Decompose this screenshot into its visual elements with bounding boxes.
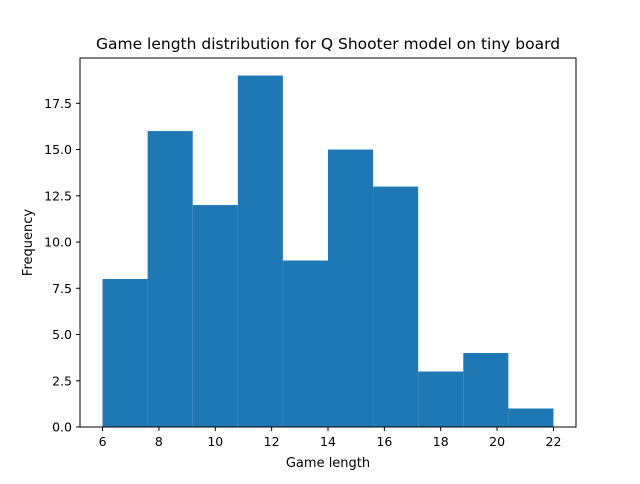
histogram-bar-9 (463, 353, 509, 427)
x-tick-label: 16 (376, 434, 392, 449)
histogram-bar-1 (102, 279, 148, 427)
histogram-bar-5 (282, 260, 328, 427)
histogram-bar-3 (192, 205, 238, 427)
x-tick-label: 14 (320, 434, 336, 449)
histogram-bar-10 (508, 408, 554, 427)
x-tick-label: 22 (546, 434, 562, 449)
y-tick-label: 17.5 (44, 96, 72, 111)
ticks-layer: 6 8 10 12 14 16 18 20 22 0.0 2.5 5.0 7.5 10.0 12.5 15.0… (44, 96, 561, 449)
bars-layer (102, 75, 554, 428)
chart-title: Game length distribution for Q Shooter m… (96, 35, 560, 53)
y-tick-label: 7.5 (52, 281, 72, 296)
y-tick-label: 12.5 (44, 188, 72, 203)
y-tick-label: 5.0 (52, 327, 72, 342)
plot-frame (79, 57, 577, 428)
histogram-bar-8 (418, 371, 464, 427)
x-tick-label: 20 (489, 434, 505, 449)
y-tick-label: 15.0 (44, 142, 72, 157)
y-tick-label: 2.5 (52, 373, 72, 388)
x-tick-label: 8 (155, 434, 163, 449)
histogram-bar-7 (373, 186, 419, 427)
y-tick-label: 0.0 (52, 420, 72, 435)
y-tick-label: 10.0 (44, 235, 72, 250)
x-tick-label: 18 (433, 434, 449, 449)
y-axis-label: Frequency (21, 209, 36, 276)
histogram-bar-2 (147, 131, 193, 427)
x-tick-label: 12 (264, 434, 280, 449)
x-tick-label: 10 (207, 434, 223, 449)
x-tick-label: 6 (99, 434, 107, 449)
x-axis-label: Game length (286, 456, 370, 471)
histogram-bar-6 (328, 149, 374, 427)
histogram-bar-4 (237, 75, 283, 428)
